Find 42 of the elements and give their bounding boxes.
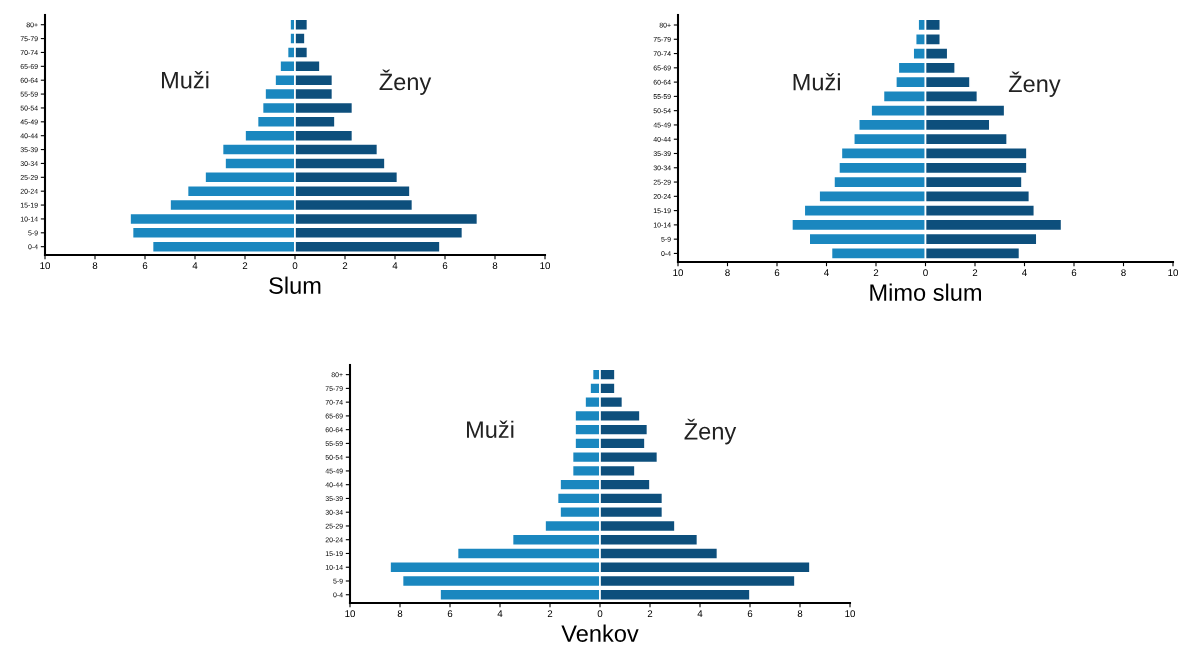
- x-tick-label: 10: [345, 610, 356, 618]
- x-tick-label: 8: [1121, 269, 1126, 277]
- x-tick-label: 8: [797, 610, 803, 618]
- text: Muži: [467, 420, 514, 438]
- series-label: Ženy: [1008, 71, 1061, 97]
- x-tick-label: 10: [1168, 269, 1179, 277]
- x-tick-label: 2: [547, 610, 553, 617]
- x-tick-label: 4: [392, 262, 398, 269]
- series-label: Ženy: [379, 69, 432, 95]
- x-tick-label: 10: [845, 610, 856, 618]
- x-tick-label: 10: [540, 262, 551, 270]
- x-tick-label: 8: [397, 610, 403, 618]
- x-tick-label: 0: [292, 262, 298, 270]
- x-tick-label: 6: [747, 610, 753, 618]
- x-tick-label: 8: [725, 269, 730, 277]
- x-tick-label: 4: [1022, 269, 1027, 276]
- x-tick-label: 4: [192, 262, 198, 269]
- x-tick-label: 4: [697, 610, 703, 617]
- x-tick-label: 0: [597, 610, 603, 618]
- x-tick-label: 10: [673, 269, 684, 277]
- x-tick-label: 4: [497, 610, 503, 617]
- x-tick-label: 2: [242, 262, 248, 269]
- x-tick-label: 2: [873, 269, 879, 276]
- x-tick-label: 8: [492, 262, 498, 270]
- x-axis-title: Venkov: [561, 624, 639, 642]
- x-tick-label: 10: [40, 262, 51, 270]
- x-axis-title: Slum: [269, 276, 321, 294]
- x-tick-label: 6: [442, 262, 448, 270]
- x-tick-label: 2: [647, 610, 653, 617]
- x-tick-label: 0: [923, 269, 928, 277]
- series-label: Muži: [793, 73, 840, 91]
- x-axis-title: Mimo slum: [870, 283, 982, 301]
- x-tick-label: 6: [142, 262, 148, 270]
- x-tick-label: 2: [342, 262, 348, 269]
- x-tick-label: 8: [92, 262, 98, 270]
- x-tick-label: 6: [774, 269, 780, 277]
- x-tick-label: 6: [447, 610, 453, 618]
- series-label: Ženy: [684, 418, 737, 445]
- x-tick-label: 6: [1071, 269, 1077, 277]
- x-tick-label: 4: [824, 269, 829, 276]
- text: Muži: [162, 71, 209, 89]
- x-tick-label: 2: [972, 269, 978, 276]
